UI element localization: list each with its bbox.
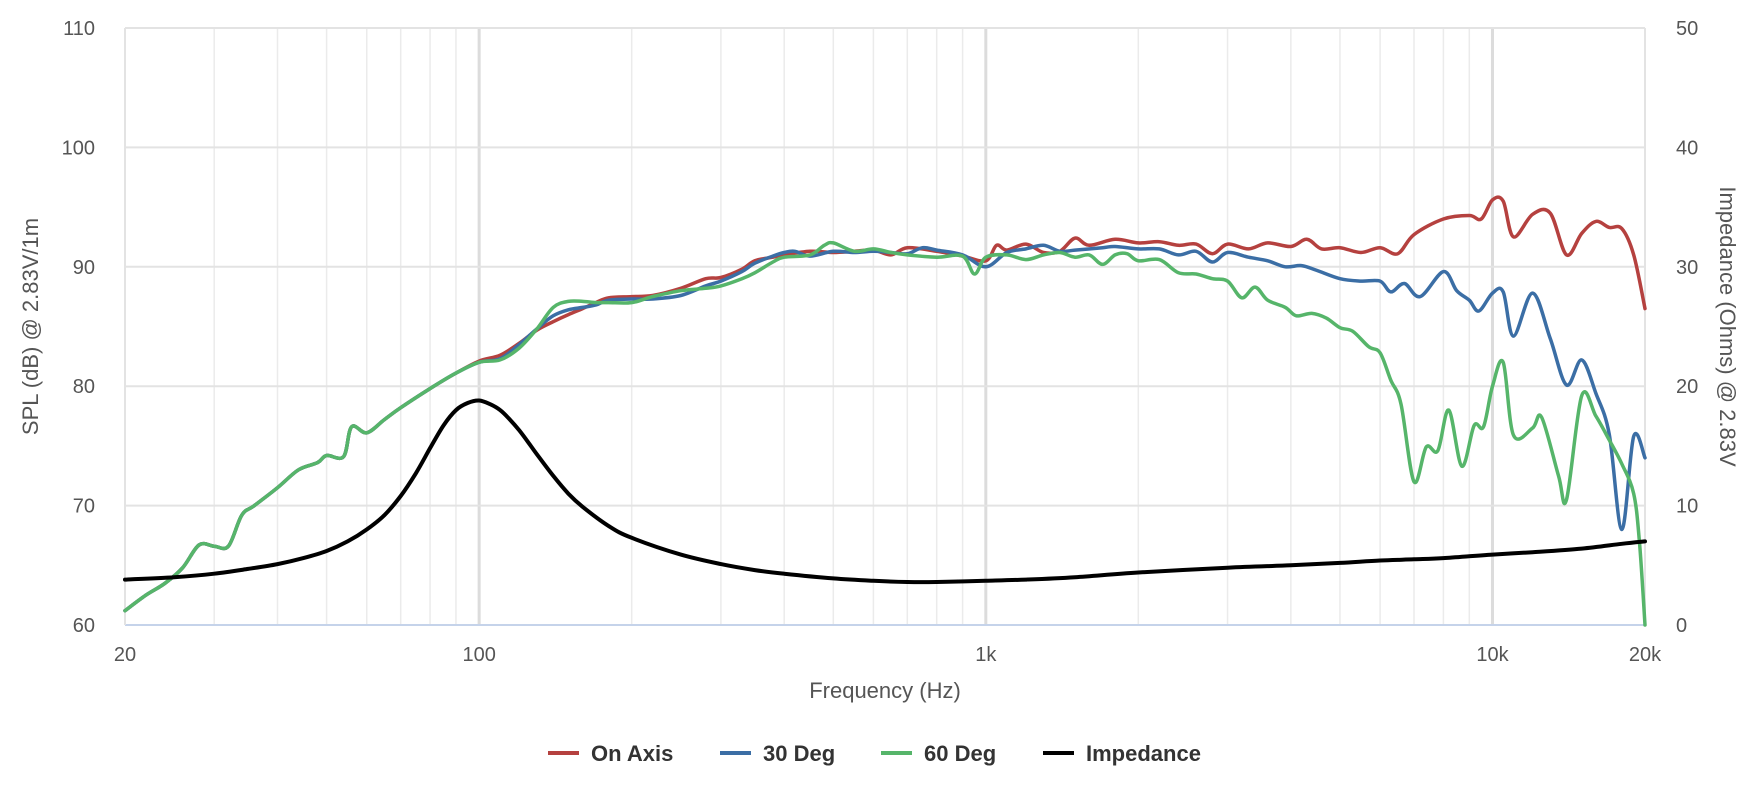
y-tick-label: 90 [73,257,95,279]
x-axis-title: Frequency (Hz) [809,678,961,703]
y2-tick-label: 50 [1676,18,1698,40]
y-tick-label: 100 [62,137,95,159]
y2-tick-label: 30 [1676,257,1698,279]
legend-label-impedance: Impedance [1086,741,1201,766]
series-layer [123,195,1647,627]
y2-axis-title: Impedance (Ohms) @ 2.83V [1715,186,1740,467]
axis-layer: 20 100 1k 10k 20k 60 70 80 90 100 110 0 10 20 30 40 50 [62,18,1699,666]
series-line-on-axis [123,195,1647,613]
y-axis-title: SPL (dB) @ 2.83V/1m [18,218,43,435]
series-line-60-deg [123,240,1647,627]
y2-tick-label: 40 [1676,137,1698,159]
y-tick-label: 110 [63,18,95,40]
x-tick-label: 20 [114,644,136,666]
legend-label-on-axis: On Axis [591,741,673,766]
y2-tick-label: 20 [1676,376,1698,398]
y2-tick-label: 10 [1676,496,1698,518]
x-tick-label: 10k [1476,644,1509,666]
grid-layer [124,27,1646,626]
y2-tick-label: 0 [1676,615,1687,637]
y-tick-label: 70 [73,496,95,518]
x-tick-label: 20k [1629,644,1662,666]
y-tick-label: 80 [73,376,95,398]
series-line-30-deg [123,243,1647,613]
legend-label-60-deg: 60 Deg [924,741,996,766]
series-line-impedance [123,398,1647,585]
legend-label-30-deg: 30 Deg [763,741,835,766]
x-tick-label: 1k [975,644,997,666]
legend: On Axis 30 Deg 60 Deg Impedance [548,741,1201,766]
x-tick-label: 100 [462,644,495,666]
y-tick-label: 60 [73,615,95,637]
